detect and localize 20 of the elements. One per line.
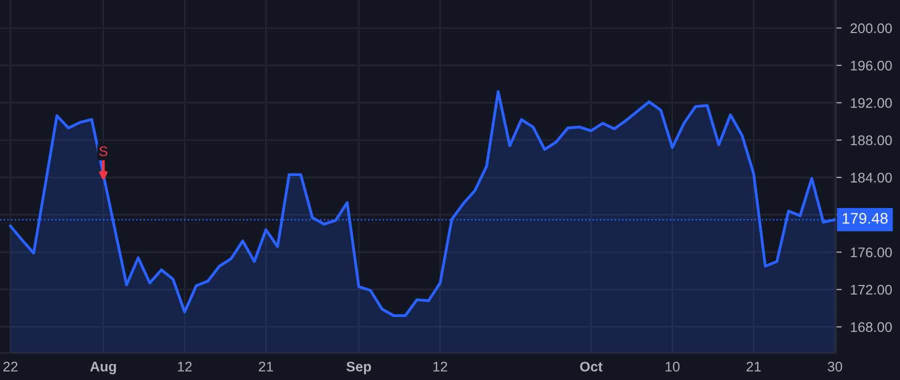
x-tick-label: 10: [666, 362, 680, 372]
x-tick-label: Aug: [90, 362, 116, 374]
y-tick-label: 188.00: [850, 135, 892, 146]
y-tick-label: 168.00: [850, 322, 892, 332]
x-tick-label: 21: [258, 362, 273, 372]
y-tick-label: 172.00: [850, 284, 892, 295]
x-tick-label: 30: [828, 362, 842, 372]
x-tick-label: 22: [3, 362, 18, 372]
annotation: S: [99, 146, 108, 156]
x-tick-label: 12: [433, 362, 448, 372]
y-tick-label: 184.00: [850, 172, 892, 183]
x-tick-label: Sep: [346, 362, 371, 374]
y-tick-label: 176.00: [850, 247, 892, 258]
y-tick-label: 200.00: [850, 23, 892, 34]
x-tick-label: Oct: [580, 362, 602, 372]
x-tick-label: 12: [178, 362, 192, 372]
x-tick-label: 21: [746, 362, 761, 372]
ref-line-label: 179.48: [842, 212, 888, 224]
y-tick-label: 192.00: [850, 98, 892, 108]
y-tick-label: 196.00: [850, 60, 892, 71]
